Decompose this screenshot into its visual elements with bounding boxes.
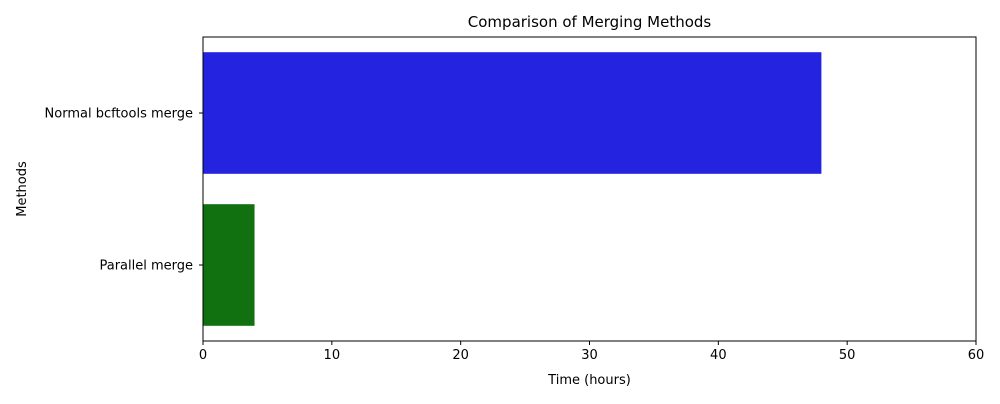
x-tick-label: 40: [710, 348, 727, 363]
bars-layer: [203, 52, 822, 326]
bar-normal-bcftools-merge: [203, 52, 822, 174]
y-axis-label: Methods: [15, 161, 30, 217]
chart-title: Comparison of Merging Methods: [468, 13, 712, 31]
y-tick-label: Parallel merge: [99, 259, 193, 274]
bar-parallel-merge: [203, 204, 255, 326]
x-tick-label: 50: [839, 348, 856, 363]
y-tick-label: Normal bcftools merge: [45, 107, 193, 122]
x-tick-label: 30: [581, 348, 598, 363]
x-axis-label: Time (hours): [547, 373, 631, 388]
y-axis: Normal bcftools merge Parallel merge: [45, 107, 203, 274]
x-axis: 0 10 20 30 40 50 60: [199, 341, 984, 363]
x-tick-label: 20: [452, 348, 469, 363]
x-tick-label: 0: [199, 348, 207, 363]
x-tick-label: 10: [324, 348, 341, 363]
x-tick-label: 60: [968, 348, 985, 363]
